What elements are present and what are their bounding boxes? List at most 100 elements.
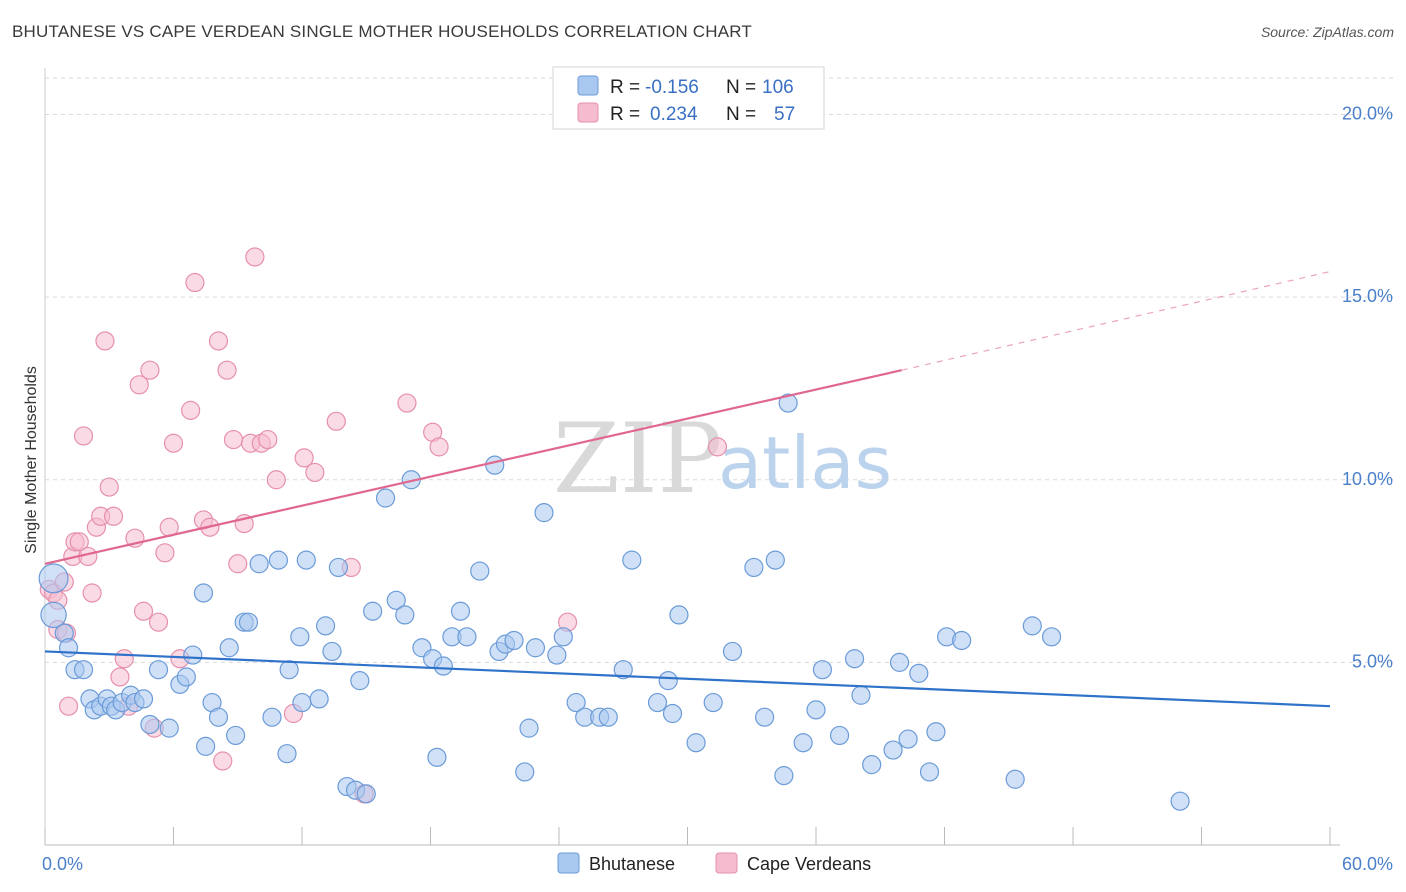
bhutanese-point [851,685,871,705]
bhutanese-point [889,652,910,672]
bhutanese-point [356,784,376,804]
cape-verdean-point [228,554,248,574]
bhutanese-point [622,550,642,570]
bhutanese-point [669,605,689,625]
bhutanese-point [277,744,297,764]
axes [44,68,1340,846]
cape-verdean-point [163,433,184,453]
cape-verdean-point [223,429,244,450]
bhutanese-point [196,736,216,756]
cape-verdean-point [213,751,233,771]
cape-verdean-point [103,506,124,526]
bhutanese-point [862,755,882,775]
y-tick-label: 5.0% [1352,651,1393,671]
cape-verdean-point [245,247,265,267]
bhutanese-point [686,733,706,753]
bhutanese-point [647,692,668,713]
bhutanese-point [829,725,850,746]
cape-verdean-point [73,426,94,446]
cape-verdean-point [266,470,286,490]
legend-r-label: R = [610,77,640,98]
bottom-legend-bhutanese: Bhutanese [589,854,675,874]
cape-verdean-point [110,667,130,687]
bhutanese-point [386,590,406,610]
bhutanese-point [290,627,310,647]
legend-n-label: N = [726,77,756,98]
bottom-legend-cape-verdeans: Cape Verdeans [747,854,871,874]
y-tick-label: 15.0% [1342,286,1393,306]
bhutanese-point [504,630,524,651]
bhutanese-point [159,718,179,738]
y-tick-label: 20.0% [1342,104,1393,124]
bhutanese-point [470,561,490,581]
bhutanese-point [598,707,618,727]
cape-verdean-point [208,331,229,351]
bhutanese-point [268,550,289,570]
cape-verdean-point [148,612,169,632]
bottom-legend-swatch-cape-verdeans [715,852,738,874]
bhutanese-point [450,601,471,621]
cape-verdean-point [129,375,149,395]
data-points [38,247,1190,811]
cape-verdean-point [185,272,205,293]
bhutanese-point [613,660,633,680]
bhutanese-point [793,733,813,753]
cape-verdean-point [326,411,346,431]
bhutanese-point [148,660,169,680]
bhutanese-point [433,656,453,676]
bhutanese-point [774,766,794,786]
bhutanese-point [38,563,69,594]
legend-r-value: 0.234 [650,104,698,125]
cape-verdean-point [258,429,278,450]
bhutanese-point [566,692,586,713]
bhutanese-point [806,700,826,720]
cape-verdean-point [305,462,325,483]
bottom-legend: Bhutanese Cape Verdeans [557,852,871,874]
cape-verdean-point [82,583,102,603]
x-tick-label-max: 60.0% [1342,854,1393,874]
bhutanese-point [262,707,282,727]
bhutanese-point [1170,791,1190,811]
bhutanese-point [754,707,775,727]
bhutanese-point [909,663,929,683]
cape-verdean-point [397,393,417,413]
bhutanese-point [919,762,940,782]
bhutanese-point [395,605,415,625]
watermark-atlas: atlas [718,421,892,505]
bhutanese-point [662,703,683,724]
bhutanese-point [534,503,554,523]
legend-swatch-cape-verdeans [577,102,599,123]
bhutanese-point [812,660,833,680]
cape-verdean-trend-line [44,369,902,565]
cape-verdean-trend-extension [901,270,1331,371]
bhutanese-point [363,601,383,621]
bhutanese-point [1022,616,1042,636]
bottom-legend-swatch-bhutanese [557,852,580,874]
bhutanese-point [249,554,269,574]
bhutanese-point [208,707,229,727]
chart-source: Source: ZipAtlas.com [1260,24,1394,40]
legend-n-value: 106 [762,77,794,98]
bhutanese-point [328,557,349,578]
bhutanese-point [515,762,535,782]
bhutanese-point [315,616,336,636]
cape-verdean-point [294,448,314,468]
cape-verdean-point [133,601,154,621]
watermark-zip: ZIP [553,403,722,515]
bhutanese-point [238,612,259,632]
bhutanese-point [547,645,567,665]
bhutanese-point [193,583,214,603]
cape-verdean-point [707,437,728,457]
x-tick-label-min: 0.0% [42,854,83,874]
y-tick-label: 10.0% [1342,469,1393,489]
cape-verdean-point [114,649,134,669]
bhutanese-point [226,725,246,746]
bhutanese-point [778,393,798,413]
bhutanese-point [296,550,316,570]
legend-swatch-bhutanese [577,75,599,96]
bhutanese-point [485,455,505,475]
bhutanese-point [322,641,342,662]
bhutanese-point [658,671,678,691]
cape-verdean-point [69,532,89,552]
